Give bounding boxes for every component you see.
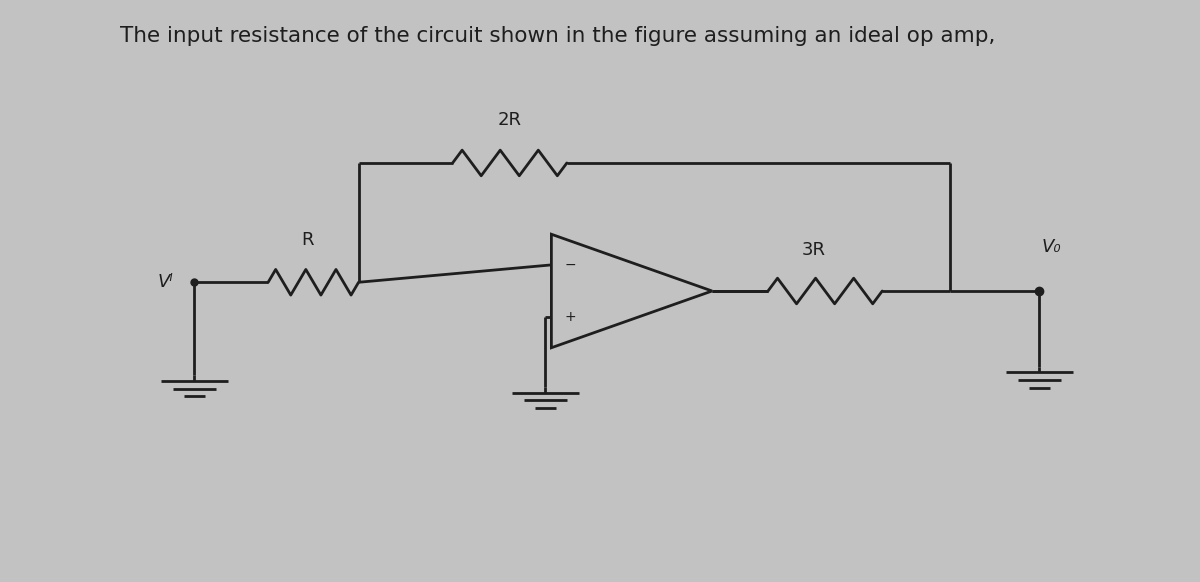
Text: Vᴵ: Vᴵ: [157, 274, 173, 291]
Text: The input resistance of the circuit shown in the figure assuming an ideal op amp: The input resistance of the circuit show…: [120, 26, 995, 46]
Text: R: R: [301, 230, 313, 249]
Text: V₀: V₀: [1042, 238, 1061, 256]
Text: 2R: 2R: [498, 111, 522, 129]
Text: 3R: 3R: [802, 241, 826, 259]
Text: +: +: [565, 310, 576, 324]
Text: −: −: [565, 258, 576, 272]
